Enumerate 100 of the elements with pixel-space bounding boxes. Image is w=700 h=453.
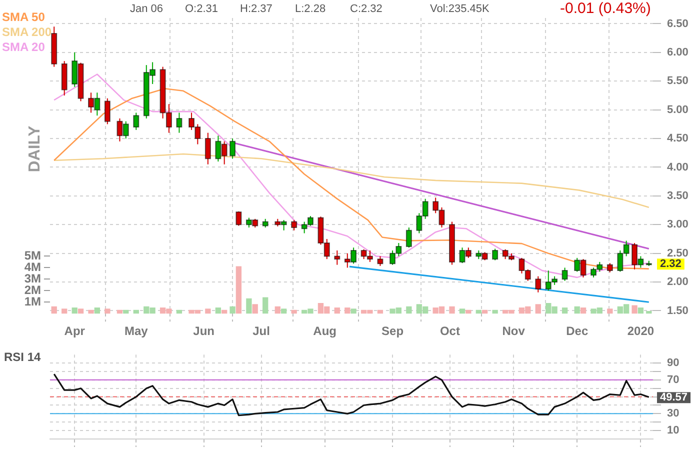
x-tick-label: Apr (64, 324, 86, 338)
candlestick (459, 247, 466, 264)
text: L:2.28 (295, 3, 326, 15)
y-tick-label: 10 (667, 424, 680, 437)
bar (280, 308, 287, 314)
candlestick (122, 120, 129, 140)
candlestick (104, 98, 110, 125)
x-tick-label: Aug (313, 324, 336, 338)
text: C:2.32 (350, 3, 382, 15)
bar (632, 305, 638, 314)
candlestick (204, 132, 211, 165)
candlestick (406, 227, 412, 248)
candlestick (562, 267, 568, 282)
candlestick (366, 250, 373, 262)
candlestick (438, 206, 445, 228)
bar (62, 308, 68, 314)
candlestick (545, 270, 552, 292)
candlestick (416, 212, 422, 234)
candlestick (188, 112, 195, 130)
text: -0.01 (0.43%) (560, 0, 651, 17)
bar (72, 308, 78, 314)
bar (291, 310, 297, 314)
candlestick (324, 238, 330, 260)
x-tick-label: Nov (502, 324, 526, 338)
candlestick (166, 104, 172, 134)
bar (562, 308, 568, 314)
y-tick-label: 2.00 (667, 276, 688, 288)
y-tick-label: 5.00 (667, 104, 688, 116)
candlestick (236, 210, 242, 226)
bar (638, 308, 644, 314)
y-tick-label: 3.00 (667, 218, 688, 231)
text: Jan 06 (130, 3, 164, 15)
bar (94, 308, 100, 314)
bar (230, 306, 236, 314)
candlestick (116, 118, 123, 142)
candlestick (432, 197, 439, 214)
x-tick-label: Dec (566, 324, 588, 338)
bar (133, 310, 139, 314)
text: Vol:235.45K (430, 3, 490, 15)
bar (176, 310, 182, 314)
bar (344, 308, 350, 314)
x-tick-label: Jul (252, 324, 270, 338)
candlestick (377, 256, 384, 266)
bar (274, 306, 280, 314)
candlestick (360, 248, 367, 260)
candlestick (502, 248, 508, 260)
bar (78, 308, 84, 314)
bar (466, 310, 472, 314)
y-tick-label: 4.00 (667, 161, 688, 174)
candlestick (350, 247, 357, 264)
candlestick (396, 242, 402, 257)
bar (535, 304, 541, 314)
text: SMA 20 (2, 40, 45, 54)
y-tick-label: 1.50 (667, 304, 688, 317)
x-tick-label: 2020 (627, 324, 654, 338)
candlestick (606, 262, 613, 273)
candlestick (133, 112, 140, 130)
candlestick (574, 257, 580, 272)
bar (482, 310, 488, 314)
y2-tick-label: 3M (24, 271, 41, 286)
bar (334, 308, 340, 314)
candlestick (291, 220, 298, 231)
candlestick (194, 124, 201, 145)
y2-tick-label: 2M (24, 282, 41, 297)
text: SMA 50 (2, 10, 45, 24)
bar (476, 310, 482, 314)
bar (236, 266, 242, 314)
bar (215, 308, 222, 314)
candlestick (638, 256, 644, 268)
bar (104, 308, 110, 314)
candlestick (221, 140, 228, 165)
y-tick-label: 2.50 (667, 247, 688, 260)
candlestick (94, 92, 100, 116)
bar (252, 304, 258, 314)
candlestick (390, 250, 396, 266)
bar (350, 308, 356, 314)
bar (492, 310, 498, 314)
candlestick (246, 217, 252, 228)
text: 2.32 (660, 258, 682, 270)
x-tick-label: Jun (193, 324, 214, 338)
y-tick-label: 70 (667, 374, 680, 386)
y-tick-label: 6.50 (667, 18, 688, 30)
candlestick (215, 135, 222, 162)
candlestick (307, 216, 314, 226)
candlestick (344, 252, 350, 268)
candlestick (524, 268, 531, 282)
candlestick (596, 261, 603, 272)
y-tick-label: 30 (667, 408, 680, 420)
candlestick (88, 92, 94, 114)
bar (607, 308, 613, 314)
bar (222, 310, 228, 314)
bar (51, 306, 57, 314)
bar (646, 310, 652, 314)
candlestick (334, 250, 340, 266)
x-tick-label: Sep (382, 324, 404, 338)
y-tick-label: 4.50 (667, 132, 688, 145)
candlestick (301, 221, 308, 234)
y-tick-label: 3.50 (667, 190, 688, 202)
y-tick-label: 5.50 (667, 75, 688, 88)
bar (116, 310, 123, 314)
